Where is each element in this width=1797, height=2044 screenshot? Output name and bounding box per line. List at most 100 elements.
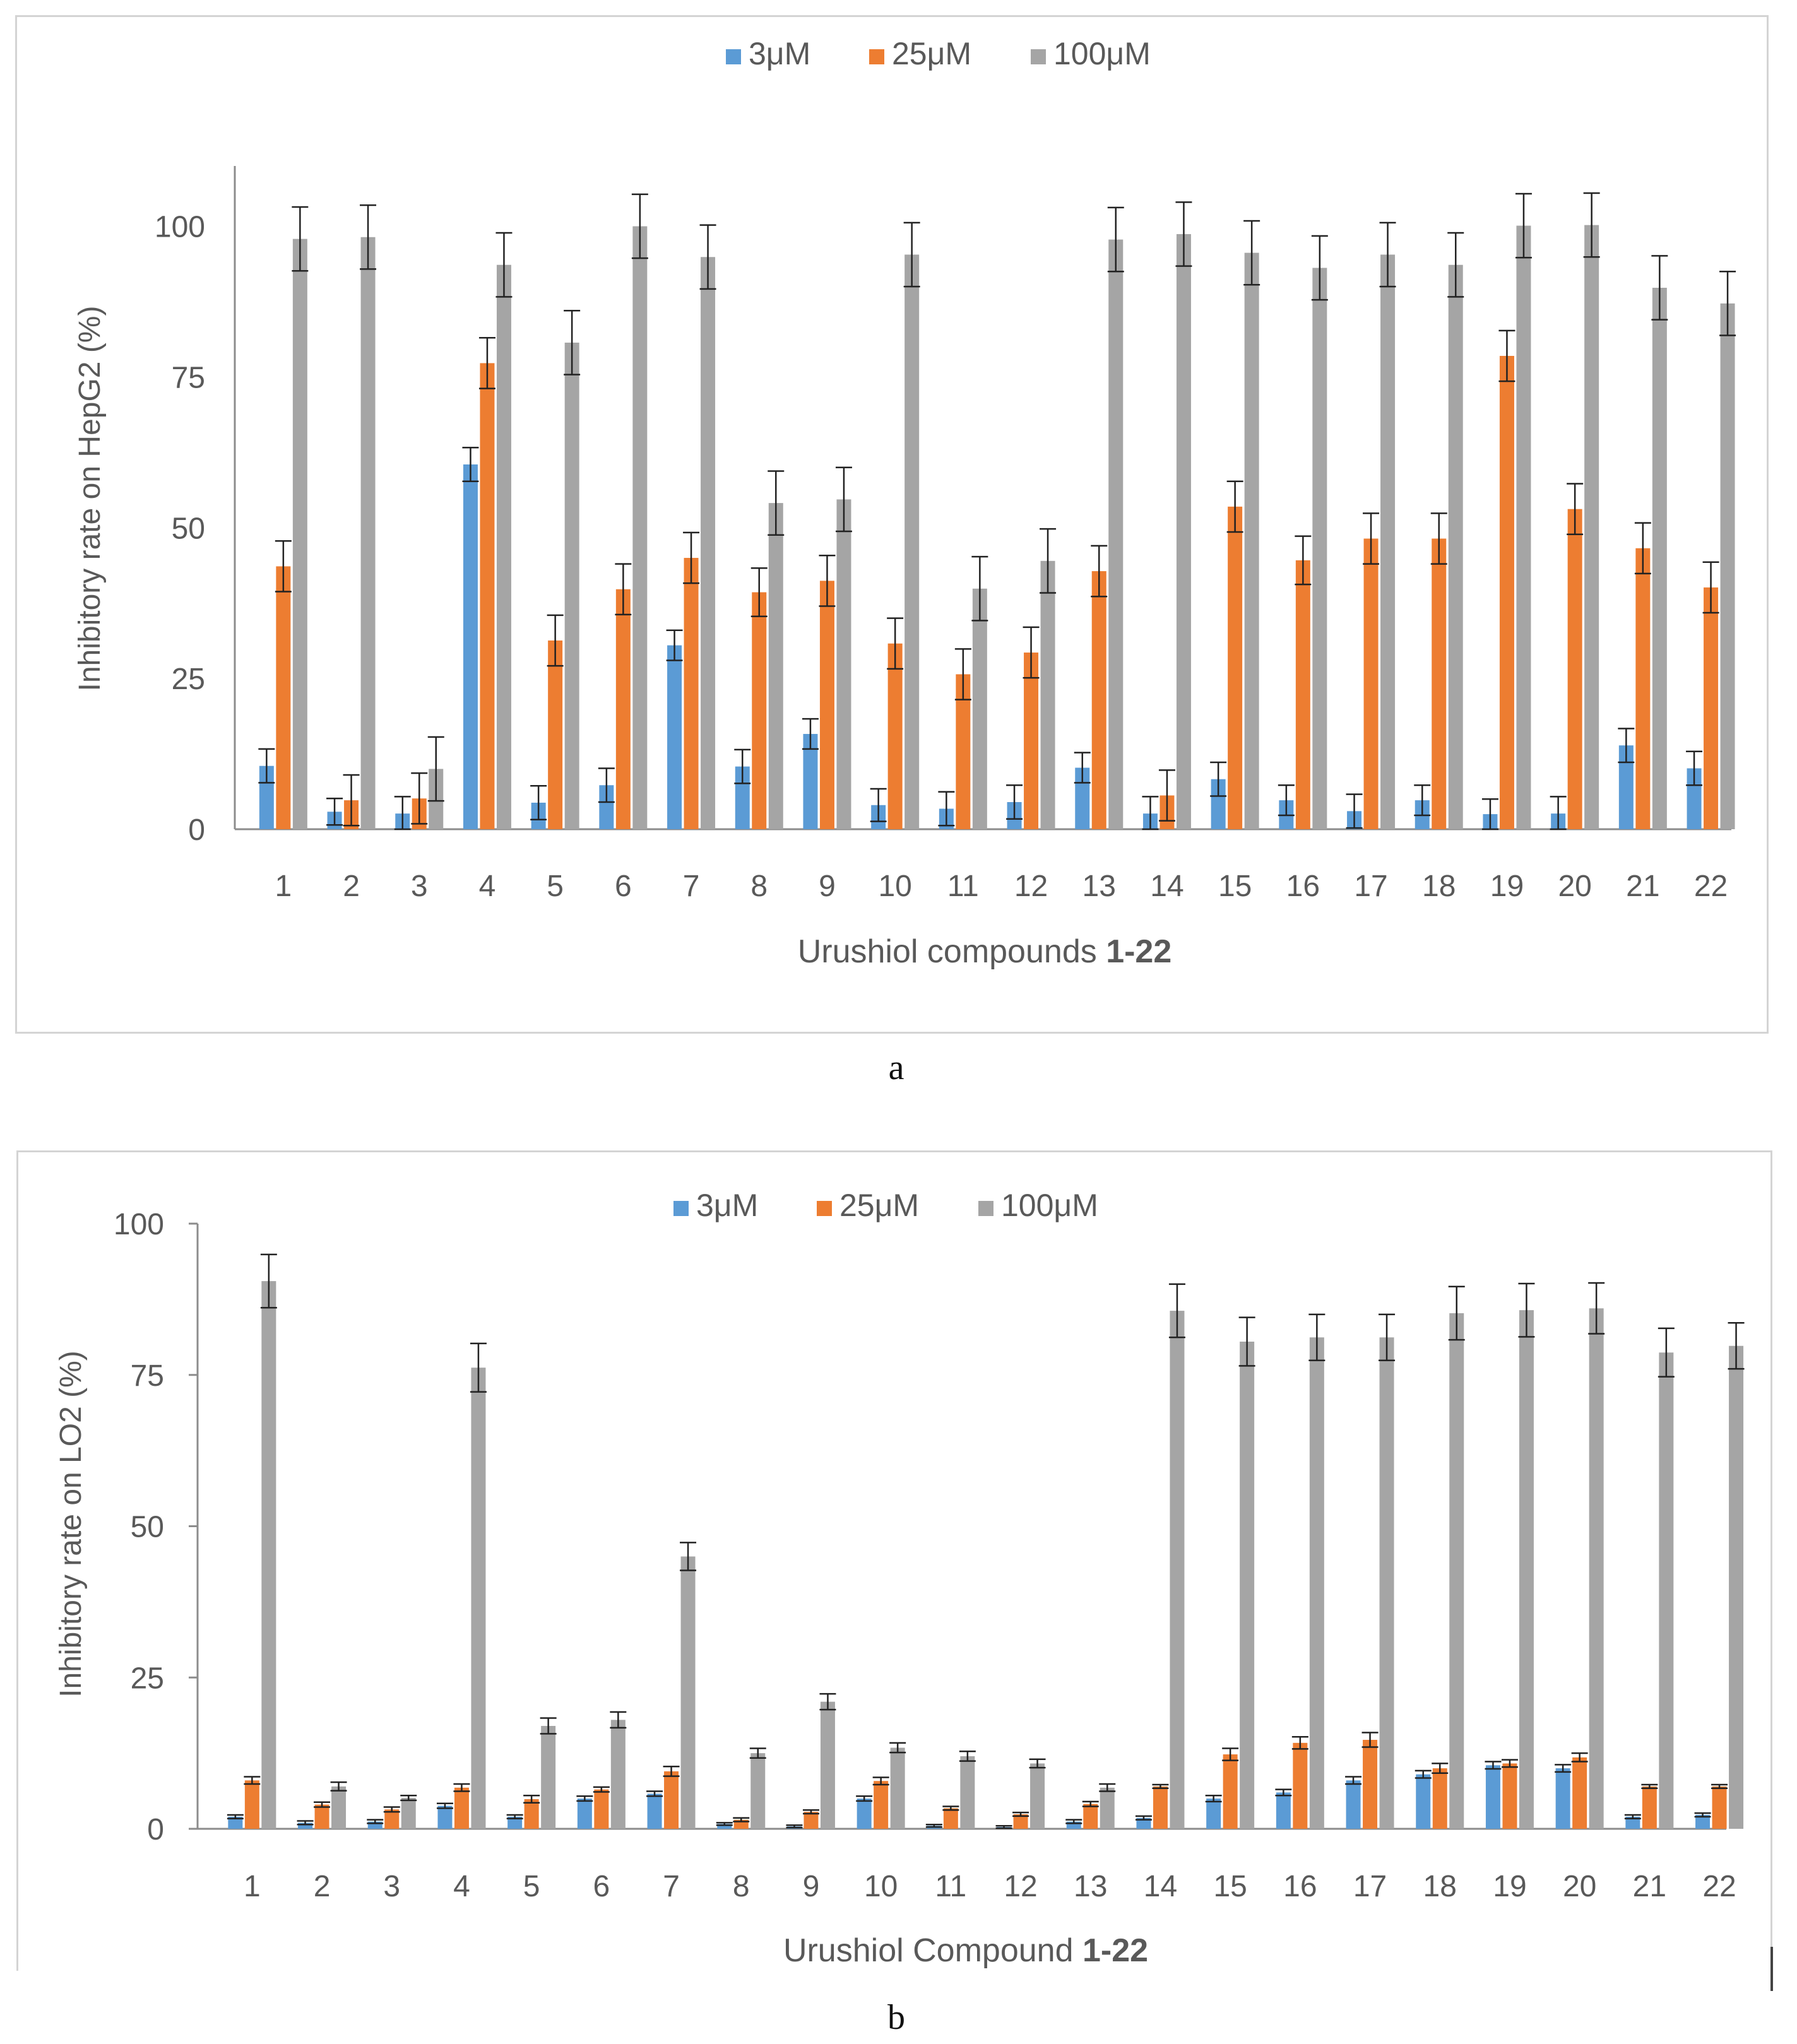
bar-25μM-10 (887, 643, 903, 829)
bar-3μM-20 (1555, 1768, 1570, 1829)
x-tick-label: 10 (864, 1870, 898, 1903)
bar-100μM-1 (261, 1281, 276, 1829)
bar-100μM-15 (1240, 1342, 1255, 1829)
x-tick-label: 14 (1150, 870, 1183, 903)
bar-25μM-9 (819, 581, 834, 829)
bar-25μM-18 (1432, 538, 1447, 829)
bar-3μM-8 (735, 766, 750, 829)
x-tick-label: 17 (1353, 1870, 1387, 1903)
bar-25μM-12 (1013, 1814, 1028, 1829)
x-tick-label: 3 (411, 870, 428, 903)
x-tick-label: 6 (593, 1870, 610, 1903)
bar-25μM-5 (548, 640, 563, 829)
bar-25μM-1 (244, 1780, 259, 1829)
x-tick-label: 16 (1286, 870, 1320, 903)
bar-3μM-5 (507, 1816, 523, 1829)
bar-3μM-4 (463, 464, 478, 829)
bar-100μM-14 (1176, 233, 1191, 829)
bar-25μM-22 (1704, 587, 1719, 829)
bar-25μM-7 (684, 558, 699, 829)
bar-3μM-7 (667, 645, 682, 829)
x-axis-title-text: Urushiol Compound (783, 1932, 1082, 1969)
bar-3μM-8 (717, 1824, 732, 1829)
bar-25μM-5 (524, 1799, 539, 1829)
bar-3μM-1 (228, 1816, 243, 1829)
x-tick-label: 1 (275, 870, 292, 903)
x-tick-label: 17 (1354, 870, 1387, 903)
bar-100μM-9 (836, 499, 851, 829)
bar-3μM-7 (647, 1793, 662, 1829)
x-tick-label: 16 (1283, 1870, 1317, 1903)
bar-25μM-16 (1295, 560, 1310, 829)
x-tick-label: 9 (819, 870, 836, 903)
bar-25μM-13 (1091, 571, 1106, 829)
x-tick-label: 1 (244, 1870, 261, 1903)
bar-25μM-4 (454, 1787, 469, 1829)
bar-25μM-20 (1567, 509, 1582, 829)
x-tick-label: 7 (683, 870, 700, 903)
y-tick-label: 100 (114, 1208, 164, 1241)
x-tick-label: 21 (1633, 1870, 1666, 1903)
bar-100μM-6 (610, 1720, 626, 1829)
bar-25μM-9 (804, 1812, 819, 1829)
bar-100μM-16 (1309, 1337, 1324, 1829)
bar-100μM-20 (1584, 225, 1599, 830)
bar-100μM-13 (1108, 239, 1124, 830)
bar-100μM-13 (1100, 1787, 1115, 1829)
figure-label-a: a (888, 1048, 904, 1087)
bar-100μM-11 (960, 1756, 975, 1829)
bar-25μM-16 (1293, 1742, 1308, 1829)
bar-25μM-13 (1083, 1804, 1098, 1829)
x-tick-label: 19 (1490, 870, 1524, 903)
x-tick-label: 11 (935, 1870, 966, 1903)
bar-25μM-6 (615, 589, 631, 829)
x-tick-label: 9 (803, 1870, 820, 1903)
bar-25μM-11 (956, 674, 971, 829)
legend-label: 25μM (839, 1188, 919, 1223)
x-tick-label: 8 (733, 1870, 750, 1903)
x-tick-label: 21 (1626, 870, 1659, 903)
bar-100μM-5 (564, 342, 579, 829)
x-tick-label: 2 (343, 870, 360, 903)
bar-3μM-13 (1066, 1821, 1081, 1829)
bar-25μM-18 (1432, 1768, 1447, 1829)
x-tick-label: 6 (615, 870, 632, 903)
bar-100μM-3 (401, 1798, 416, 1829)
bar-100μM-22 (1729, 1345, 1744, 1829)
bar-100μM-5 (541, 1725, 556, 1829)
bar-100μM-16 (1312, 268, 1327, 830)
bar-25μM-12 (1024, 653, 1039, 829)
bar-3μM-4 (437, 1805, 453, 1829)
bar-3μM-3 (367, 1821, 383, 1829)
x-tick-label: 14 (1144, 1870, 1177, 1903)
bar-25μM-19 (1499, 355, 1514, 829)
x-tick-label: 10 (878, 870, 911, 903)
bar-100μM-18 (1449, 1313, 1464, 1829)
x-tick-label: 12 (1014, 870, 1048, 903)
legend-label: 100μM (1053, 36, 1151, 71)
x-tick-label: 20 (1563, 1870, 1596, 1903)
bar-3μM-15 (1206, 1799, 1221, 1829)
bar-3μM-6 (577, 1799, 592, 1829)
bar-25μM-1 (276, 566, 291, 829)
bar-100μM-1 (292, 239, 307, 829)
bar-100μM-4 (471, 1368, 486, 1829)
x-tick-label: 11 (947, 870, 979, 903)
legend-swatch-25μM (869, 49, 884, 64)
x-tick-label: 19 (1493, 1870, 1526, 1903)
crop-edge-line (1770, 1947, 1773, 1991)
bar-25μM-20 (1572, 1757, 1587, 1829)
bar-25μM-8 (752, 592, 767, 829)
bar-100μM-21 (1659, 1352, 1674, 1829)
x-axis-title-bold: 1-22 (1106, 933, 1171, 970)
x-tick-label: 4 (479, 870, 496, 903)
bar-100μM-10 (890, 1747, 905, 1829)
x-tick-label: 18 (1422, 870, 1456, 903)
legend-label: 3μM (696, 1188, 758, 1223)
bar-3μM-10 (857, 1799, 872, 1829)
bar-100μM-19 (1519, 1310, 1534, 1829)
x-tick-label: 22 (1694, 870, 1728, 903)
